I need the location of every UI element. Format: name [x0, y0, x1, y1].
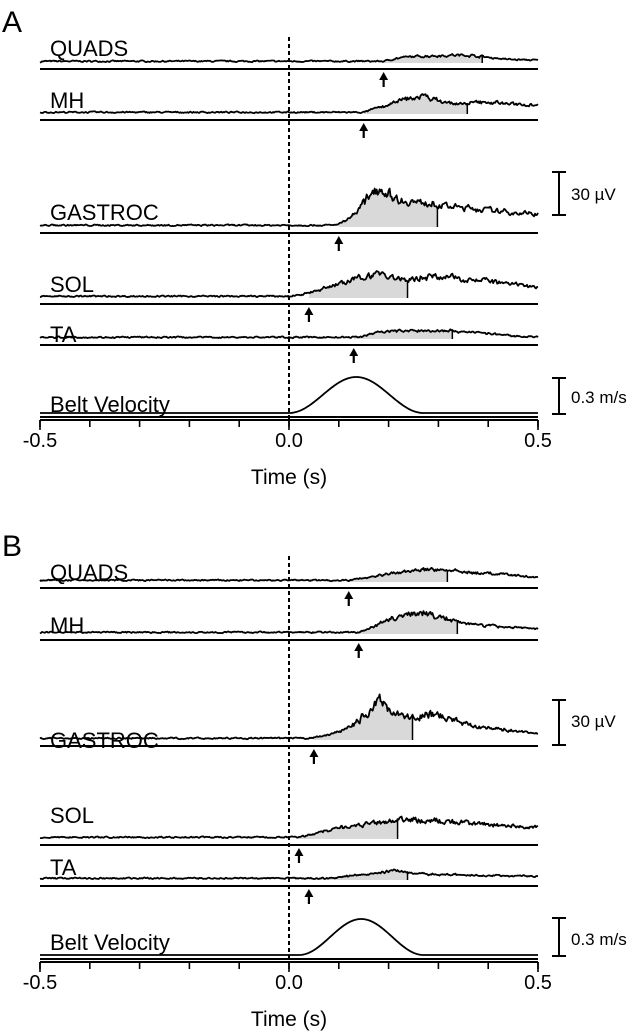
scale-bar-label: 30 µV	[571, 712, 616, 731]
onset-arrow-icon	[379, 72, 389, 80]
scale-bar-label: 0.3 m/s	[571, 930, 627, 949]
onset-arrow-icon	[304, 307, 314, 315]
trace-belt-velocity: Belt Velocity	[40, 918, 538, 960]
trace-quads: QUADS	[39, 560, 539, 606]
scale-bar-icon	[552, 917, 566, 957]
trace-label: Belt Velocity	[50, 392, 170, 417]
trace-quads: QUADS	[39, 36, 539, 87]
emg-trace	[39, 868, 539, 881]
emg-trace	[39, 187, 539, 228]
emg-trace	[39, 610, 539, 635]
x-axis-title: Time (s)	[251, 1008, 327, 1031]
x-tick-label: -0.5	[23, 972, 57, 994]
activation-area	[338, 188, 438, 227]
panel-letter: B	[2, 530, 22, 563]
trace-label: GASTROC	[50, 200, 159, 225]
activation-area	[383, 54, 483, 63]
trace-mh: MH	[39, 610, 539, 658]
trace-sol: SOL	[39, 803, 539, 863]
scale-bar-1: 0.3 m/s	[552, 917, 627, 957]
trace-belt-velocity: Belt Velocity	[40, 376, 538, 418]
emg-trace	[39, 53, 539, 64]
emg-trace	[39, 566, 539, 583]
x-tick-label: 0.0	[275, 430, 303, 452]
onset-arrow-icon	[294, 848, 304, 856]
scale-bar-icon	[552, 377, 566, 415]
trace-mh: MH	[39, 88, 539, 138]
onset-arrow-icon	[354, 643, 364, 651]
panel-b: B QUADS MH GASTROC SOL TA Belt Velocity -0.5 0.0…	[2, 530, 627, 1031]
trace-gastroc: GASTROC	[39, 693, 539, 764]
scale-bar-label: 0.3 m/s	[571, 388, 627, 407]
onset-arrow-icon	[359, 123, 369, 131]
trace-label: TA	[50, 855, 77, 880]
scale-bar-icon	[552, 171, 566, 216]
x-tick-label: -0.5	[23, 430, 57, 452]
trace-ta: TA	[39, 855, 539, 904]
trace-gastroc: GASTROC	[39, 187, 539, 251]
activation-area	[348, 567, 448, 582]
activation-area	[363, 94, 468, 114]
emg-trace	[39, 93, 539, 115]
x-axis-title: Time (s)	[251, 466, 327, 489]
scale-bar-0: 30 µV	[552, 171, 616, 216]
trace-label: MH	[50, 88, 84, 113]
trace-label: SOL	[50, 272, 94, 297]
x-tick-label: 0.0	[275, 972, 303, 994]
velocity-trace	[40, 376, 538, 414]
scale-bar-1: 0.3 m/s	[552, 377, 627, 415]
activation-area	[308, 271, 408, 298]
scale-bar-0: 30 µV	[552, 699, 616, 746]
onset-arrow-icon	[344, 591, 354, 599]
trace-label: QUADS	[50, 36, 128, 61]
trace-label: Belt Velocity	[50, 930, 170, 955]
x-tick-label: 0.5	[524, 972, 552, 994]
trace-label: SOL	[50, 803, 94, 828]
activation-area	[358, 611, 458, 634]
onset-arrow-icon	[304, 889, 314, 897]
x-tick-label: 0.5	[524, 430, 552, 452]
activation-area	[298, 819, 398, 839]
trace-label: MH	[50, 613, 84, 638]
onset-arrow-icon	[334, 236, 344, 244]
scale-bar-label: 30 µV	[571, 185, 616, 204]
trace-sol: SOL	[39, 270, 539, 322]
trace-label: GASTROC	[50, 728, 159, 753]
onset-arrow-icon	[309, 749, 319, 757]
trace-label: TA	[50, 322, 77, 347]
trace-label: QUADS	[50, 560, 128, 585]
emg-trace	[39, 815, 539, 840]
emg-trace	[39, 693, 539, 741]
velocity-trace	[40, 918, 538, 956]
scale-bar-icon	[552, 699, 566, 746]
emg-trace	[39, 270, 539, 299]
onset-arrow-icon	[349, 348, 359, 356]
trace-ta: TA	[39, 322, 539, 363]
panel-letter: A	[2, 6, 22, 39]
emg-trace	[39, 328, 539, 340]
panel-a: A QUADS MH GASTROC SOL TA Belt Velocity -0.5 0.0…	[2, 6, 627, 489]
